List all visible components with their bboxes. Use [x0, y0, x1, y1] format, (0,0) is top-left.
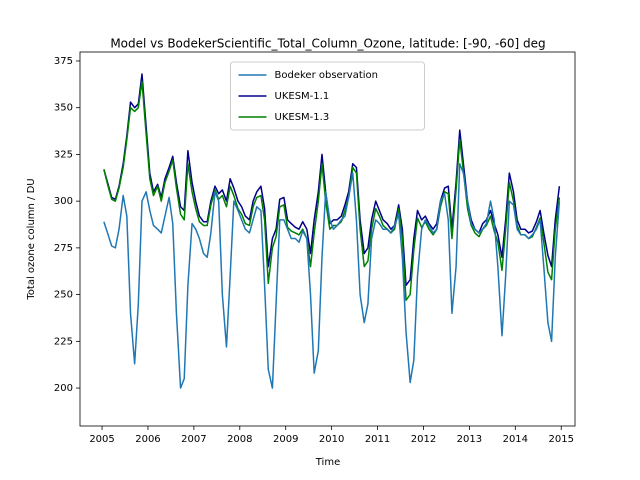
y-tick-label: 250 [54, 290, 73, 301]
series-line [103, 163, 561, 389]
legend-box [230, 61, 425, 131]
x-tick-label: 2008 [227, 434, 252, 445]
y-tick-label: 200 [54, 383, 73, 394]
y-tick-label: 325 [54, 149, 73, 160]
y-tick-label: 300 [54, 196, 73, 207]
y-tick-label: 275 [54, 243, 73, 254]
x-tick-label: 2006 [135, 434, 160, 445]
legend-label: UKESM-1.3 [275, 112, 330, 123]
legend: Bodeker observation UKESM-1.1 UKESM-1.3 [230, 61, 425, 131]
series-line [103, 73, 561, 287]
y-axis-label: Total ozone column / DU [26, 178, 37, 300]
x-tick-label: 2005 [89, 434, 114, 445]
x-tick-label: 2014 [503, 434, 528, 445]
legend-label: UKESM-1.1 [275, 91, 330, 102]
x-tick-label: 2012 [411, 434, 436, 445]
x-tick-label: 2009 [273, 434, 298, 445]
y-tick-label: 350 [54, 103, 73, 114]
y-tick-label: 375 [54, 56, 73, 67]
x-tick-label: 2010 [319, 434, 344, 445]
x-tick-label: 2011 [365, 434, 390, 445]
x-tick-label: 2013 [457, 434, 482, 445]
x-axis-label: Time [315, 457, 340, 468]
x-tick-label: 2015 [548, 434, 573, 445]
x-tick-label: 2007 [181, 434, 206, 445]
y-tick-label: 225 [54, 336, 73, 347]
legend-label: Bodeker observation [275, 70, 379, 81]
plot-frame [79, 51, 576, 427]
chart-title: Model vs BodekerScientific_Total_Column_… [110, 37, 545, 51]
